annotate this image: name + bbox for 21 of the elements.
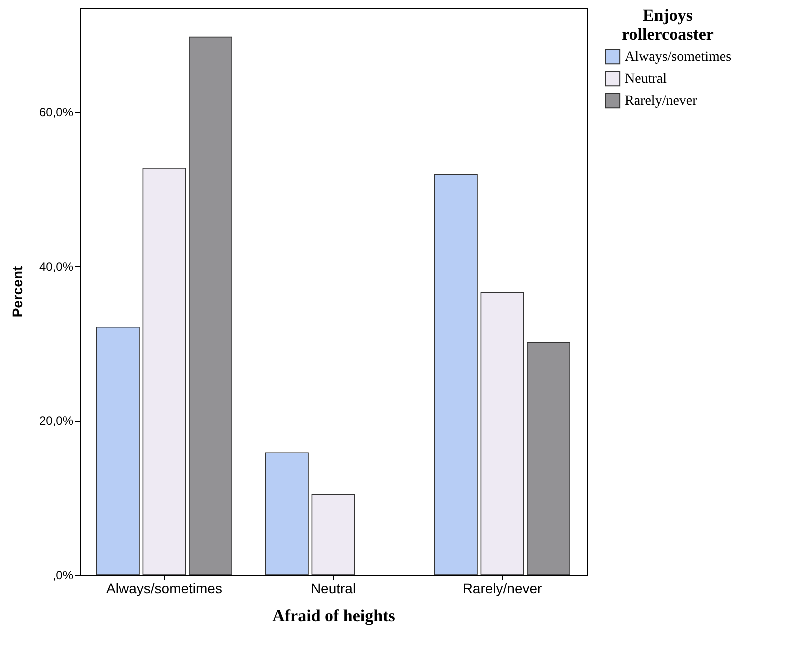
bar bbox=[266, 452, 309, 576]
y-tick-label: ,0% bbox=[52, 568, 74, 582]
y-tick-label: 20,0% bbox=[39, 414, 74, 428]
bar bbox=[142, 168, 186, 576]
x-tick-label: Neutral bbox=[310, 580, 356, 596]
bar bbox=[312, 494, 356, 576]
y-tick-label: 60,0% bbox=[39, 106, 74, 120]
legend-title: Enjoys rollercoaster bbox=[622, 6, 714, 44]
bar bbox=[527, 342, 570, 576]
y-axis-title: Percent bbox=[9, 266, 26, 318]
legend-label: Always/sometimes bbox=[625, 50, 732, 65]
bar bbox=[434, 174, 478, 576]
legend-label: Rarely/never bbox=[625, 94, 698, 109]
x-axis-title: Afraid of heights bbox=[272, 606, 396, 626]
x-tick-label: Rarely/never bbox=[462, 580, 543, 596]
bar bbox=[189, 36, 232, 576]
bar bbox=[96, 326, 140, 576]
y-tick-label: 40,0% bbox=[39, 260, 74, 274]
legend-label: Neutral bbox=[625, 72, 668, 87]
x-tick-label: Always/sometimes bbox=[106, 580, 222, 596]
bar bbox=[480, 292, 524, 576]
